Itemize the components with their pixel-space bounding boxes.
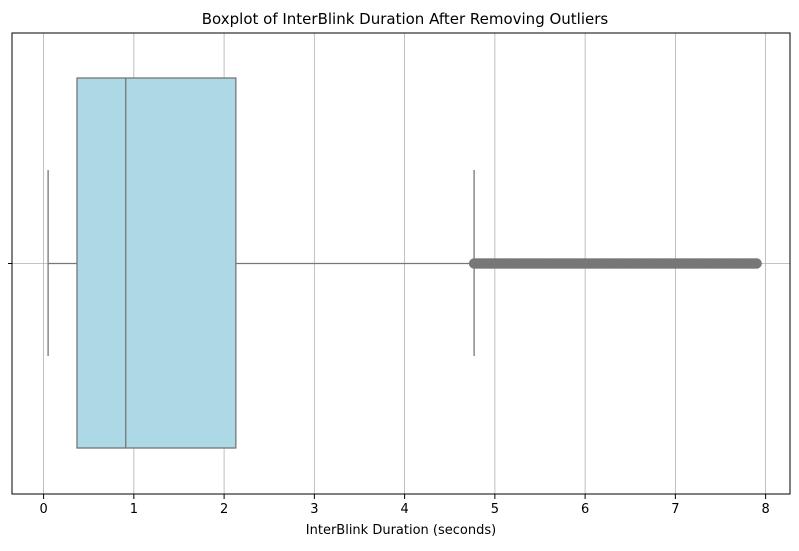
- x-tick-label: 2: [220, 502, 228, 517]
- x-axis-label: InterBlink Duration (seconds): [306, 523, 496, 538]
- x-tick-label: 4: [400, 502, 408, 517]
- box-iqr: [76, 77, 237, 449]
- x-tick-label: 5: [491, 502, 499, 517]
- chart-title: Boxplot of InterBlink Duration After Rem…: [202, 10, 609, 28]
- outlier-point: [751, 258, 762, 269]
- x-tick-label: 1: [130, 502, 138, 517]
- x-tick-label: 0: [39, 502, 47, 517]
- x-tick-label: 8: [761, 502, 769, 517]
- x-tick-label: 3: [310, 502, 318, 517]
- x-tick-label: 7: [671, 502, 679, 517]
- plot-area: [47, 77, 762, 449]
- x-tick-label: 6: [581, 502, 589, 517]
- x-ticks: 0 1 2 3 4 5 6 7 8: [8, 263, 770, 517]
